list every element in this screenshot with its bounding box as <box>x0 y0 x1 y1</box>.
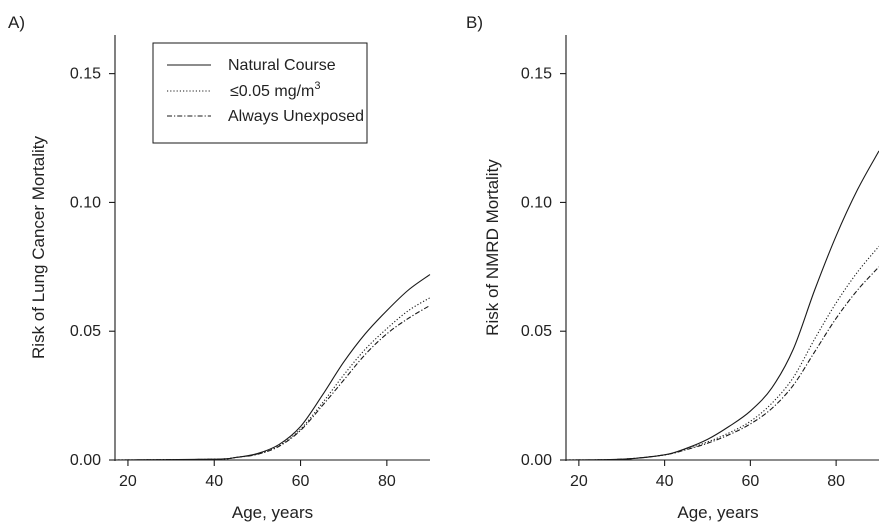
x-tick-label: 60 <box>741 473 759 490</box>
panel-label: A) <box>8 13 25 32</box>
series-line-always-unexposed <box>565 266 879 461</box>
x-tick-label: 40 <box>656 473 674 490</box>
x-tick-label: 80 <box>378 473 396 490</box>
chart-panel-b: 0.00 0.05 0.10 0.15 20 40 60 80 Age, years Risk o… <box>466 13 879 522</box>
series-line-natural-course <box>114 274 431 461</box>
x-axis-label: Age, years <box>677 503 758 522</box>
y-tick-label: 0.15 <box>70 66 101 83</box>
x-tick-label: 40 <box>205 473 223 490</box>
legend-entry-label: Always Unexposed <box>228 108 364 125</box>
panel-label: B) <box>466 13 483 32</box>
y-tick-label: 0.10 <box>70 194 101 211</box>
x-tick-label: 80 <box>827 473 845 490</box>
y-tick-label: 0.00 <box>70 452 101 469</box>
x-axis-label: Age, years <box>232 503 313 522</box>
x-tick-label: 20 <box>119 473 137 490</box>
series-line-natural-course <box>565 150 879 461</box>
legend: Natural Course ≤0.05 mg/m3 Always Unexpose… <box>152 42 368 144</box>
y-tick-label: 0.10 <box>521 194 552 211</box>
x-tick-label: 20 <box>570 473 588 490</box>
legend-entry-label: ≤0.05 mg/m3 <box>230 80 321 100</box>
y-tick-label: 0.05 <box>521 323 552 340</box>
series-line-le-0-05 <box>565 245 879 461</box>
y-tick-label: 0.00 <box>521 452 552 469</box>
legend-box <box>152 42 368 144</box>
y-axis-label: Risk of NMRD Mortality <box>483 159 502 336</box>
series-line-always-unexposed <box>114 304 431 461</box>
y-axis-label: Risk of Lung Cancer Mortality <box>29 136 48 359</box>
legend-entry-label: Natural Course <box>228 57 336 74</box>
x-tick-label: 60 <box>292 473 310 490</box>
y-tick-label: 0.05 <box>70 323 101 340</box>
series-line-le-0-05 <box>114 297 431 461</box>
chart-panel-a: 0.00 0.05 0.10 0.15 20 40 60 80 Age, years Risk o… <box>8 13 431 522</box>
legend-superscript: 3 <box>314 80 320 92</box>
y-tick-label: 0.15 <box>521 66 552 83</box>
